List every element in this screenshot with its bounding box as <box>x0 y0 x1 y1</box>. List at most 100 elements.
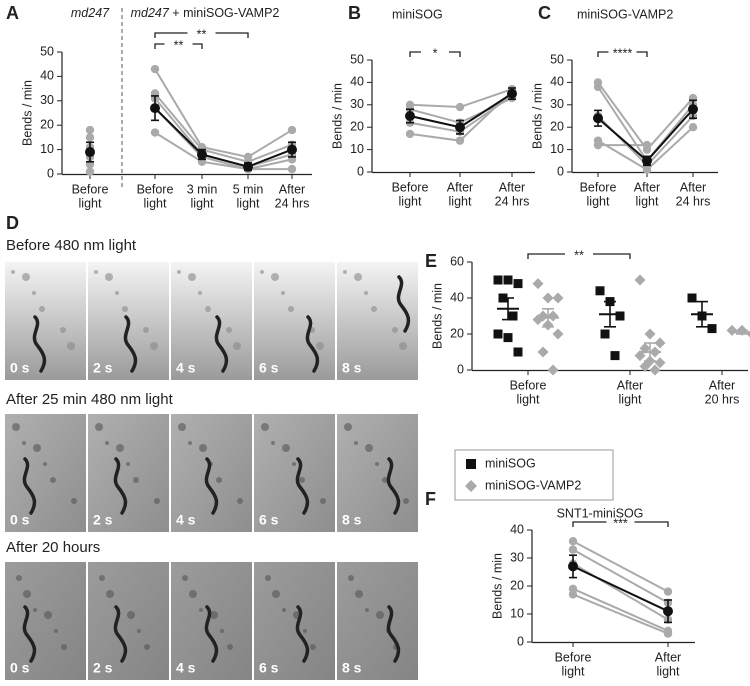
point <box>547 364 559 376</box>
x-tick-label: 20 hrs <box>705 392 740 406</box>
animal-point <box>688 123 698 132</box>
speck <box>271 273 279 281</box>
y-tick-label: 0 <box>457 362 464 376</box>
mean-point <box>663 606 673 617</box>
x-tick-label: Before <box>555 650 592 664</box>
label-gap <box>164 42 193 46</box>
chart-title: miniSOG <box>392 7 443 21</box>
animal-line <box>572 587 669 632</box>
worm <box>386 605 401 663</box>
point <box>503 333 513 343</box>
speck <box>288 306 294 312</box>
y-tick-label: 30 <box>550 97 564 111</box>
y-tick-label: 0 <box>357 164 364 178</box>
frame-image <box>5 562 86 680</box>
speck <box>178 423 186 431</box>
row-title: Before 480 nm light <box>6 237 137 254</box>
speck <box>44 611 52 619</box>
x-tick-label: After <box>499 180 525 194</box>
y-tick-label: 40 <box>350 75 364 89</box>
x-tick-label: light <box>562 664 585 678</box>
animal-point <box>150 128 160 137</box>
speck <box>281 291 285 295</box>
x-tick-label: After <box>655 650 681 664</box>
y-tick-label: 20 <box>450 326 464 340</box>
animal-line <box>154 131 292 171</box>
speck <box>133 477 139 483</box>
speck <box>210 611 218 619</box>
y-tick-label: 40 <box>550 75 564 89</box>
y-tick-label: 40 <box>510 522 524 536</box>
frame-label: 8 s <box>342 512 362 528</box>
y-tick-label: 10 <box>510 606 524 620</box>
speck <box>94 270 98 274</box>
worm <box>123 315 138 373</box>
speck <box>43 462 47 466</box>
worm <box>32 315 47 373</box>
significance-label: *** <box>613 516 628 530</box>
frame-image <box>337 414 418 532</box>
point <box>654 357 666 369</box>
point <box>644 328 656 340</box>
x-tick-label: light <box>587 194 610 208</box>
group-label-part: + miniSOG-VAMP2 <box>169 6 280 20</box>
y-tick-label: 10 <box>350 142 364 156</box>
speck <box>182 575 188 581</box>
point <box>707 324 717 334</box>
y-tick-label: 50 <box>550 52 564 66</box>
x-tick-label: light <box>79 196 102 210</box>
x-tick-label: 3 min <box>187 182 218 196</box>
animal-line <box>154 97 293 168</box>
x-tick-label: After <box>279 182 305 196</box>
panel-letter: F <box>425 489 436 509</box>
frame-label: 6 s <box>259 660 279 676</box>
speck <box>260 270 264 274</box>
y-tick-label: 60 <box>450 254 464 268</box>
speck <box>227 644 233 650</box>
mean-point <box>150 103 160 114</box>
point <box>552 292 564 304</box>
x-tick-label: light <box>636 194 659 208</box>
animal-line <box>572 540 669 593</box>
speck <box>237 498 243 504</box>
group-label: md247 <box>71 6 110 20</box>
legend-box <box>454 449 614 501</box>
speck <box>365 444 373 452</box>
y-tick-label: 30 <box>40 93 54 107</box>
frame-label: 6 s <box>259 512 279 528</box>
x-tick-label: 24 hrs <box>495 194 530 208</box>
y-axis-label: Bends / min <box>330 83 344 149</box>
point <box>537 346 549 358</box>
speck <box>376 611 384 619</box>
group-label-part: md247 <box>131 6 170 20</box>
speck <box>365 608 369 612</box>
significance-label: ** <box>574 248 584 262</box>
y-tick-label: 50 <box>350 52 364 66</box>
label-gap <box>608 50 637 54</box>
label-gap <box>606 520 635 524</box>
speck <box>22 273 30 281</box>
animal-point <box>593 140 603 150</box>
mean-point <box>507 88 517 99</box>
point <box>513 347 523 357</box>
worm <box>295 605 310 663</box>
speck <box>216 477 222 483</box>
speck <box>392 327 398 333</box>
worm <box>113 457 128 515</box>
frame-image <box>254 562 335 680</box>
speck <box>205 306 211 312</box>
worm <box>22 605 37 663</box>
x-tick-label: light <box>517 392 540 406</box>
speck <box>154 498 160 504</box>
point <box>654 337 666 349</box>
speck <box>127 611 135 619</box>
frame-image <box>5 414 86 532</box>
animal-point <box>85 167 95 176</box>
speck <box>348 575 354 581</box>
speck <box>364 291 368 295</box>
mean-point <box>197 149 207 160</box>
speck <box>16 575 22 581</box>
speck <box>60 327 66 333</box>
legend-label: miniSOG-VAMP2 <box>485 478 581 492</box>
point <box>532 278 544 290</box>
